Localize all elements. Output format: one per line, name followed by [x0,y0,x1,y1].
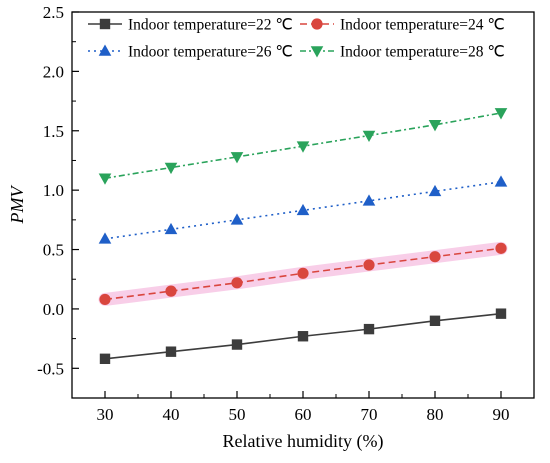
series-3-point [164,162,178,175]
x-tick-label: 40 [163,405,180,424]
x-tick-label: 30 [97,405,114,424]
series-2-point [296,203,310,216]
series-0-point [231,339,243,350]
series-3-point [362,130,376,143]
series-layer [98,108,508,365]
series-3-point [296,141,310,153]
series-3 [98,108,508,185]
y-tick-label: 2.5 [43,3,64,22]
series-1-point [297,267,309,279]
series-0-point [297,331,309,342]
x-tick-label: 80 [427,405,444,424]
series-0 [99,308,507,365]
series-1-point [363,259,375,271]
series-0-point [165,346,177,357]
series-1-point [231,277,243,289]
legend-item-0: Indoor temperature=22 ℃ [88,17,293,34]
series-2-point [164,222,178,235]
legend-label: Indoor temperature=22 ℃ [128,17,293,34]
series-1-point [495,242,507,254]
y-tick-label: 2.0 [43,62,64,81]
series-1-point [99,293,111,306]
x-tick-label: 50 [229,405,246,424]
legend-item-3: Indoor temperature=28 ℃ [300,44,505,61]
legend-label: Indoor temperature=24 ℃ [340,17,505,34]
y-tick-label: 1.0 [43,181,64,200]
series-1-point [429,251,441,263]
series-0-point [99,353,111,365]
legend-swatch-marker [310,46,324,58]
y-axis-title: PMV [7,185,27,225]
y-tick-label: 0.5 [43,241,64,260]
legend-item-2: Indoor temperature=26 ℃ [88,44,293,61]
series-0-point [363,323,375,335]
y-tick-label: 1.5 [43,122,64,141]
series-2-point [494,175,508,187]
series-3-point [428,120,442,132]
legend-swatch-marker [311,18,323,30]
legend-label: Indoor temperature=28 ℃ [340,44,505,61]
series-3-point [230,152,244,164]
series-2-point [362,194,376,206]
series-2-point [230,213,244,225]
series-1-point [165,285,177,297]
y-tick-label: 0.0 [43,300,64,319]
series-2 [98,175,508,244]
legend: Indoor temperature=22 ℃ Indoor temperatur… [88,17,505,61]
y-axis: -0.5 0.0 0.5 1.0 1.5 2.0 2.5 [37,3,79,378]
y-tick-label: -0.5 [37,359,64,378]
x-tick-label: 70 [361,405,378,424]
series-0-point [495,308,507,319]
legend-label: Indoor temperature=26 ℃ [128,44,293,61]
x-tick-label: 90 [493,405,510,424]
series-2-point [98,232,112,244]
x-tick-label: 60 [295,405,312,424]
series-0-point [429,315,441,326]
legend-swatch-marker [98,44,112,56]
series-3-point [494,108,508,120]
series-1 [99,242,507,306]
x-axis-title: Relative humidity (%) [223,431,384,452]
series-3-point [98,173,112,185]
legend-item-1: Indoor temperature=24 ℃ [300,17,505,34]
legend-swatch-marker [99,18,111,30]
x-axis: 30 40 50 60 70 80 90 [97,391,510,424]
series-2-point [428,184,442,197]
